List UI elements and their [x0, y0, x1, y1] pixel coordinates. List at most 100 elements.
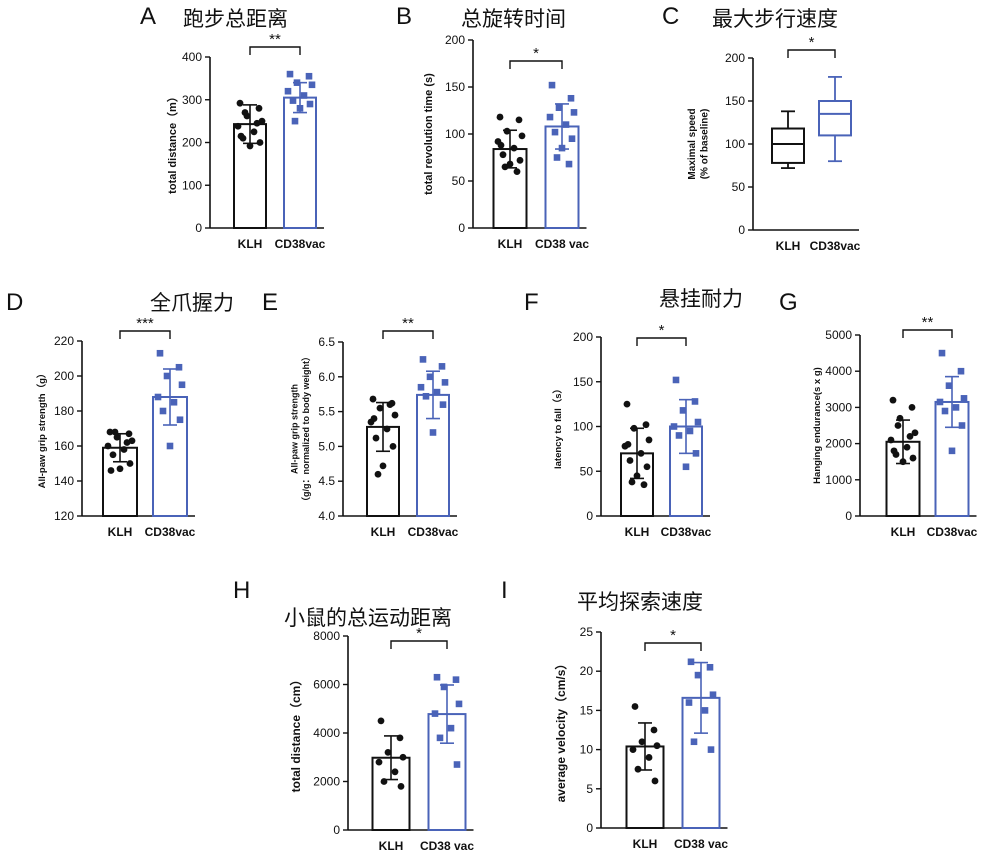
data-point: [624, 441, 632, 448]
y-tick-label: 100: [725, 137, 745, 151]
data-point: [948, 447, 956, 455]
data-point: [626, 457, 634, 464]
y-tick-label: 5.5: [318, 405, 335, 419]
y-tick-label: 4.0: [318, 509, 335, 523]
data-point: [653, 742, 661, 750]
y-axis-title-line: Hanging endurance(s x g): [812, 367, 823, 484]
data-point: [399, 753, 407, 761]
data-point: [370, 415, 378, 422]
data-point: [396, 734, 404, 742]
panel-title: 跑步总距离: [183, 7, 288, 31]
data-point: [553, 154, 561, 161]
significance-bracket: [382, 330, 434, 339]
data-point: [246, 142, 254, 150]
data-point: [679, 407, 687, 414]
data-point: [453, 761, 461, 768]
y-axis-title: average velocity（cm/s）: [553, 658, 568, 803]
data-point: [241, 109, 249, 116]
data-point: [631, 703, 639, 710]
y-axis-title-line: (% of baseline): [700, 109, 711, 180]
data-point: [686, 427, 694, 435]
y-tick-label: 0: [845, 509, 852, 523]
data-point: [906, 432, 914, 440]
data-point: [386, 401, 394, 409]
category-label: KLH: [238, 237, 263, 251]
y-tick-label: 50: [580, 464, 594, 478]
data-point: [293, 79, 301, 86]
data-point: [429, 429, 437, 436]
data-point: [380, 778, 388, 785]
y-tick-label: 10: [580, 743, 594, 757]
y-axis-title-line: All-paw grip strength: [290, 384, 300, 474]
data-point: [431, 710, 439, 717]
data-point: [300, 92, 308, 99]
data-point: [629, 746, 637, 753]
data-point: [645, 754, 653, 761]
data-point: [687, 658, 695, 666]
y-axis-title-line: total revolution time (s): [423, 73, 435, 195]
plot-panel-d: 120 140 160 180 200 220 KLH CD38vac All-paw grip…: [36, 315, 196, 539]
y-tick-label: 120: [54, 509, 74, 523]
data-point: [958, 422, 966, 429]
data-point: [709, 691, 717, 699]
data-point: [256, 139, 264, 146]
data-point: [376, 404, 384, 412]
data-point: [889, 396, 897, 404]
data-point: [422, 392, 430, 400]
significance-bracket: [636, 337, 687, 346]
panel-letter: F: [524, 289, 539, 316]
data-point: [516, 156, 524, 164]
significance-bracket: [119, 330, 171, 339]
data-point: [455, 700, 463, 708]
data-point: [253, 119, 261, 127]
y-tick-label: 50: [452, 174, 466, 188]
data-point: [123, 439, 131, 446]
data-point: [377, 717, 385, 725]
data-point: [682, 463, 690, 471]
y-axis-title: latency to fall（s）: [552, 384, 564, 469]
significance-bracket: [644, 642, 702, 651]
panel-title: 总旋转时间: [461, 7, 566, 31]
data-point: [890, 447, 898, 455]
y-tick-label: 150: [573, 375, 593, 389]
data-point: [125, 430, 133, 438]
data-point: [291, 117, 299, 125]
data-point: [175, 363, 183, 371]
significance-bracket: [787, 49, 836, 58]
plot-panel-g: 0 1000 2000 3000 4000 5000 KLH CD38vac Hanging e…: [812, 314, 978, 539]
category-label: KLH: [891, 525, 916, 539]
panel-letter: I: [501, 577, 508, 604]
y-tick-label: 0: [195, 221, 202, 235]
data-point: [570, 109, 578, 116]
y-tick-label: 0: [586, 821, 593, 835]
bar: [283, 96, 317, 229]
data-point: [397, 782, 405, 790]
data-point: [887, 436, 895, 444]
significance-bracket: [509, 60, 563, 69]
data-point: [706, 663, 714, 671]
y-tick-label: 200: [725, 51, 745, 65]
y-tick-label: 5000: [825, 328, 852, 342]
y-tick-label: 0: [738, 223, 745, 237]
data-point: [154, 393, 162, 401]
y-tick-label: 5: [586, 782, 593, 796]
data-point: [551, 128, 559, 136]
data-point: [546, 113, 554, 121]
data-point: [634, 765, 642, 773]
data-point: [176, 416, 184, 424]
plot-panel-i: 0 5 10 15 20 25 KLH CD38 vac average velocity（cm…: [553, 625, 728, 851]
data-point: [562, 121, 570, 128]
significance-label: **: [269, 31, 281, 48]
y-tick-label: 0: [333, 823, 340, 837]
y-tick-label: 2000: [313, 775, 340, 789]
category-label: KLH: [776, 239, 801, 253]
data-point: [501, 163, 509, 171]
data-point: [438, 363, 446, 370]
y-tick-label: 200: [54, 369, 74, 383]
category-label: CD38 vac: [535, 237, 589, 251]
category-label: CD38vac: [661, 525, 712, 539]
data-point: [116, 465, 124, 473]
data-point: [163, 372, 171, 380]
panel-title: 小鼠的总运动距离: [284, 606, 452, 630]
data-point: [894, 422, 902, 429]
